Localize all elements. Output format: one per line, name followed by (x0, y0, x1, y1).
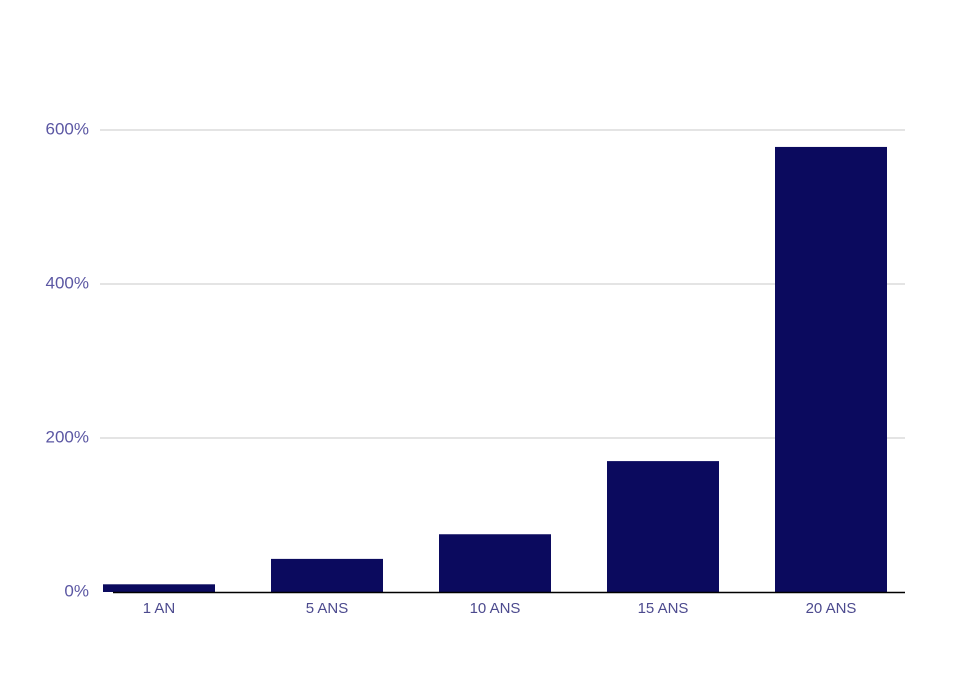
x-tick-label: 5 ANS (306, 600, 349, 617)
x-tick-label: 10 ANS (470, 600, 521, 617)
y-tick-label: 600% (46, 119, 89, 138)
bar (103, 584, 215, 592)
bar (775, 146, 887, 592)
y-tick-label: 200% (46, 427, 89, 446)
bar (607, 461, 719, 592)
y-tick-label: 400% (46, 273, 89, 292)
y-tick-label: 0% (64, 581, 89, 600)
x-tick-label: 20 ANS (806, 600, 857, 617)
x-tick-label: 15 ANS (638, 600, 689, 617)
bar (271, 558, 383, 592)
bar (439, 534, 551, 592)
x-tick-label: 1 AN (143, 600, 176, 617)
